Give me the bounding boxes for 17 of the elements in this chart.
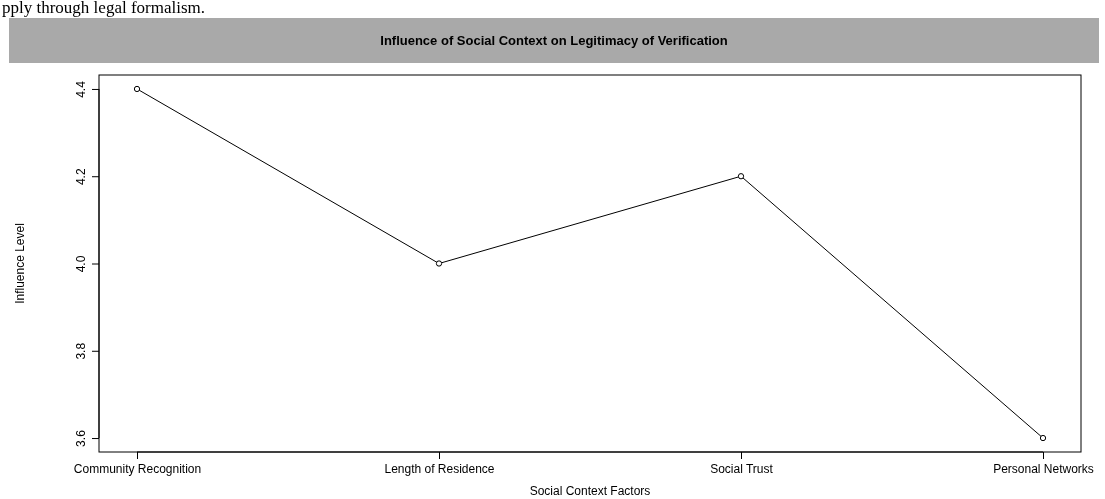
y-axis-title: Influence Level [13,223,27,304]
point [435,260,443,267]
y-tick-label: 4.2 [74,168,88,186]
text: pply through legal formalism. [2,0,206,17]
x-tick-label: Community Recognition [73,461,202,476]
x-tick-label: Social Trust [710,461,774,476]
point [737,173,745,180]
chart-title: Influence of Social Context on Legitimacy of Verification [380,33,728,48]
y-tick-label: 3.8 [74,342,88,360]
y-tick-label: 3.6 [74,429,88,447]
x-axis-title: Social Context Factors [529,484,651,498]
point [1039,434,1047,442]
x-tick-label: Length of Residence [384,461,495,476]
point [133,85,141,93]
x-tick-label: Personal Networks [993,461,1094,476]
y-tick-label: 4.4 [74,80,88,98]
y-tick-label: 4.0 [74,255,88,273]
